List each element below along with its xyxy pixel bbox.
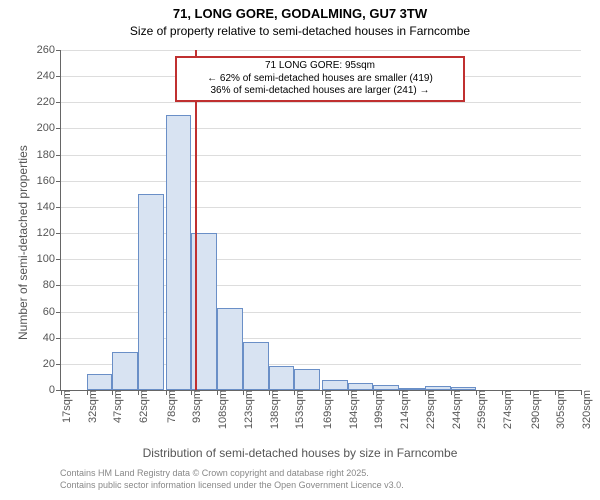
annotation-line-1: 71 LONG GORE: 95sqm bbox=[183, 60, 457, 73]
y-tick-label: 80 bbox=[43, 279, 61, 291]
x-tick-label: 290sqm bbox=[526, 390, 542, 429]
gridline bbox=[61, 128, 581, 129]
x-tick-label: 108sqm bbox=[213, 390, 229, 429]
gridline bbox=[61, 181, 581, 182]
x-tick-label: 229sqm bbox=[421, 390, 437, 429]
y-tick-label: 120 bbox=[37, 227, 61, 239]
x-tick-label: 184sqm bbox=[344, 390, 360, 429]
histogram-bar bbox=[269, 366, 295, 390]
y-tick-label: 40 bbox=[43, 332, 61, 344]
y-tick-label: 200 bbox=[37, 122, 61, 134]
x-axis-label: Distribution of semi-detached houses by … bbox=[0, 446, 600, 460]
x-tick-label: 320sqm bbox=[577, 390, 593, 429]
y-tick-label: 260 bbox=[37, 44, 61, 56]
x-tick-label: 259sqm bbox=[472, 390, 488, 429]
x-tick-label: 138sqm bbox=[265, 390, 281, 429]
y-tick-label: 20 bbox=[43, 358, 61, 370]
footer-line-1: Contains HM Land Registry data © Crown c… bbox=[60, 468, 369, 478]
x-tick-label: 153sqm bbox=[290, 390, 306, 429]
y-tick-label: 180 bbox=[37, 149, 61, 161]
x-tick-label: 17sqm bbox=[57, 390, 73, 423]
y-tick-label: 60 bbox=[43, 306, 61, 318]
y-tick-label: 160 bbox=[37, 175, 61, 187]
x-tick-label: 123sqm bbox=[239, 390, 255, 429]
annotation-line-2: ← 62% of semi-detached houses are smalle… bbox=[183, 73, 457, 86]
gridline bbox=[61, 50, 581, 51]
x-tick-label: 169sqm bbox=[318, 390, 334, 429]
gridline bbox=[61, 155, 581, 156]
x-tick-label: 244sqm bbox=[447, 390, 463, 429]
annotation-box: 71 LONG GORE: 95sqm ← 62% of semi-detach… bbox=[175, 56, 465, 102]
histogram-chart: 71, LONG GORE, GODALMING, GU7 3TW Size o… bbox=[0, 0, 600, 500]
histogram-bar bbox=[138, 194, 164, 390]
x-tick-label: 214sqm bbox=[395, 390, 411, 429]
histogram-bar bbox=[112, 352, 138, 390]
chart-title: 71, LONG GORE, GODALMING, GU7 3TW bbox=[0, 6, 600, 21]
x-tick-label: 32sqm bbox=[83, 390, 99, 423]
footer-line-2: Contains public sector information licen… bbox=[60, 480, 404, 490]
histogram-bar bbox=[166, 115, 192, 390]
histogram-bar bbox=[294, 369, 320, 390]
histogram-bar bbox=[322, 380, 348, 390]
chart-subtitle: Size of property relative to semi-detach… bbox=[0, 24, 600, 38]
x-tick-label: 199sqm bbox=[369, 390, 385, 429]
histogram-bar bbox=[243, 342, 269, 390]
histogram-bar bbox=[217, 308, 243, 390]
x-tick-label: 62sqm bbox=[134, 390, 150, 423]
y-tick-label: 220 bbox=[37, 96, 61, 108]
annotation-line-3: 36% of semi-detached houses are larger (… bbox=[183, 85, 457, 98]
y-axis-label: Number of semi-detached properties bbox=[16, 145, 30, 340]
gridline bbox=[61, 102, 581, 103]
x-tick-label: 274sqm bbox=[498, 390, 514, 429]
y-tick-label: 240 bbox=[37, 70, 61, 82]
x-tick-label: 47sqm bbox=[108, 390, 124, 423]
x-tick-label: 78sqm bbox=[162, 390, 178, 423]
x-tick-label: 305sqm bbox=[551, 390, 567, 429]
y-tick-label: 140 bbox=[37, 201, 61, 213]
x-tick-label: 93sqm bbox=[187, 390, 203, 423]
histogram-bar bbox=[87, 374, 113, 390]
y-tick-label: 100 bbox=[37, 253, 61, 265]
